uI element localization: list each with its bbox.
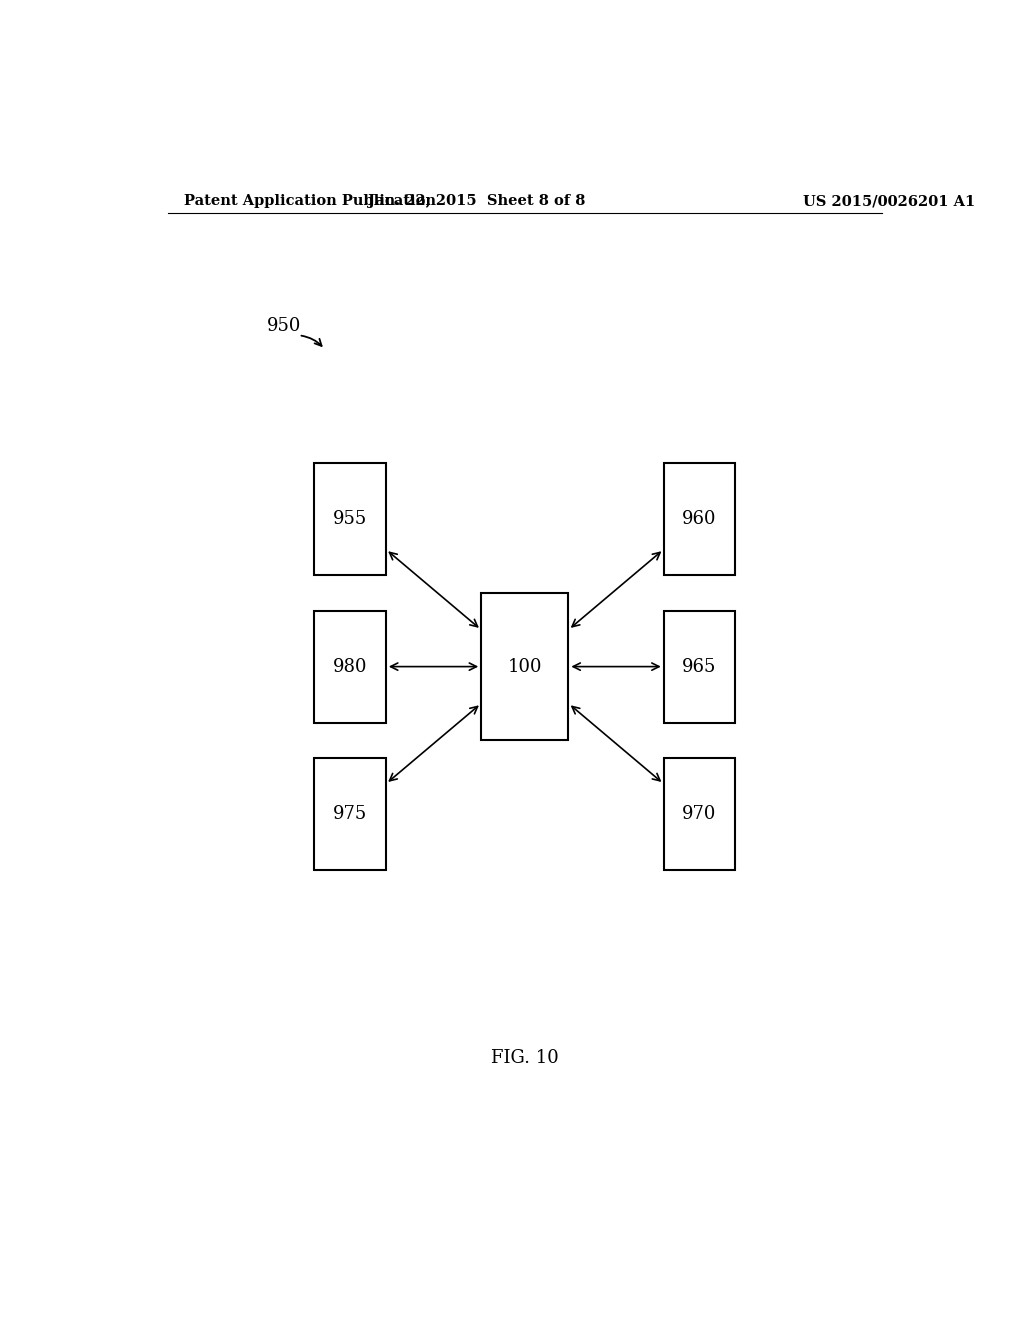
Text: 955: 955	[333, 511, 368, 528]
Bar	[314, 758, 386, 870]
Text: 950: 950	[267, 317, 301, 335]
Bar	[314, 611, 386, 722]
Text: Jan. 22, 2015  Sheet 8 of 8: Jan. 22, 2015 Sheet 8 of 8	[369, 194, 586, 209]
Bar	[314, 463, 386, 576]
Bar	[664, 611, 735, 722]
Bar	[481, 593, 568, 741]
Text: 975: 975	[333, 805, 368, 822]
Text: 970: 970	[682, 805, 717, 822]
Text: 960: 960	[682, 511, 717, 528]
Text: 965: 965	[682, 657, 717, 676]
Text: FIG. 10: FIG. 10	[490, 1049, 559, 1067]
Text: Patent Application Publication: Patent Application Publication	[183, 194, 435, 209]
Text: 980: 980	[333, 657, 368, 676]
Bar	[664, 463, 735, 576]
Text: US 2015/0026201 A1: US 2015/0026201 A1	[803, 194, 975, 209]
Text: 100: 100	[508, 657, 542, 676]
Bar	[664, 758, 735, 870]
